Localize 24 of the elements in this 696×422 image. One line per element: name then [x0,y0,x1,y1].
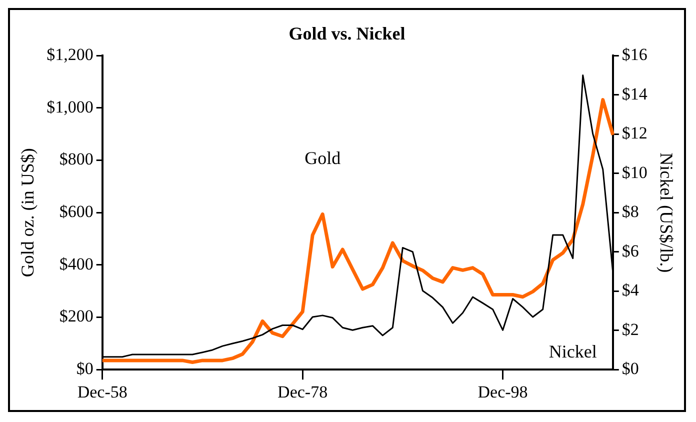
y-tick-label: $1,000 [46,97,94,116]
x-tick-label: Dec-58 [77,382,128,402]
y-tick-label: $400 [59,254,94,274]
y2-tick-label: $4 [622,280,640,300]
y2-tick-label: $16 [622,45,648,64]
y2-tick-label: $2 [622,320,639,339]
y2-tick-label: $14 [622,84,648,104]
text: Gold [304,148,341,168]
y-tick-label: $600 [59,202,94,222]
x-tick-label: Dec-78 [278,382,328,402]
y2-tick-label: $10 [622,162,648,182]
y2-tick-label: $12 [622,124,648,143]
y2-tick-label: $0 [622,359,639,378]
y2-tick-label: $6 [622,241,639,260]
x-tick-label: Dec-98 [478,382,528,402]
y-axis-title: Gold oz. (in US$) [18,148,38,278]
y2-axis-title: Nickel (US$/lb.) [656,152,676,273]
series-label: Nickel [548,342,597,362]
y2-tick-label: $8 [622,202,639,222]
y-tick-label: $0 [76,359,94,378]
chart-title: Gold vs. Nickel [288,23,406,44]
y-tick-label: $200 [59,306,94,326]
y-tick-label: $800 [59,150,94,169]
y-tick-label: $1,200 [46,45,94,64]
